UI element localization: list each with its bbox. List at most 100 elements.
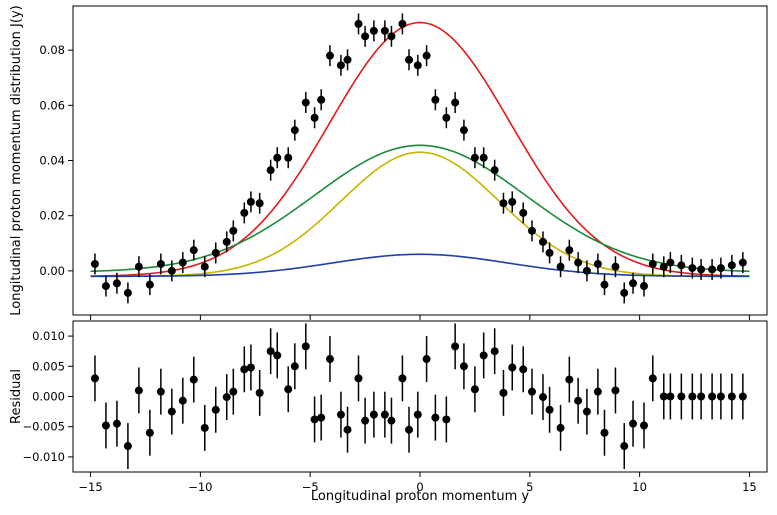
top-data-point [528, 226, 537, 235]
y-tick-label: 0.04 [39, 154, 65, 168]
residual-data-point [301, 342, 310, 351]
residual-data-point [659, 392, 668, 401]
x-tick-label: 15 [742, 480, 757, 494]
residual-data-point [189, 375, 198, 384]
top-data-point [442, 113, 451, 122]
top-data-point [310, 113, 319, 122]
residual-data-point [538, 393, 547, 402]
top-data-point [101, 282, 110, 291]
top-data-point [556, 262, 565, 271]
residual-data-point [459, 362, 468, 371]
residual-data-point [519, 365, 528, 374]
residual-data-point [90, 374, 99, 383]
residual-data-point [290, 362, 299, 371]
top-data-point [387, 32, 396, 41]
top-data-point [178, 258, 187, 267]
top-data-point [582, 266, 591, 275]
top-data-point [134, 262, 143, 271]
residual-data-point [545, 405, 554, 414]
residual-data-point [582, 407, 591, 416]
residual-data-point [222, 393, 231, 402]
top-data-point [640, 282, 649, 291]
residual-data-point [708, 392, 717, 401]
residual-data-point [431, 413, 440, 422]
residual-data-point [629, 419, 638, 428]
residual-data-point [600, 428, 609, 437]
top-data-point [508, 197, 517, 206]
residual-data-point [398, 374, 407, 383]
x-axis-label: Longitudinal proton momentum y [311, 489, 530, 504]
residual-data-point [451, 342, 460, 351]
residual-data-point [134, 386, 143, 395]
top-data-point [666, 258, 675, 267]
series-line-component-1 [90, 144, 750, 273]
top-data-point [301, 98, 310, 107]
residual-data-point [387, 416, 396, 425]
x-tick-label: 5 [526, 480, 533, 494]
series-line-component-3 [90, 253, 750, 278]
residual-data-point [697, 392, 706, 401]
residual-data-point [310, 415, 319, 424]
residual-data-point [413, 410, 422, 419]
top-data-point [405, 55, 414, 64]
top-data-point [574, 258, 583, 267]
residual-data-point [556, 423, 565, 432]
residual-data-point [716, 392, 725, 401]
residual-data-point [200, 423, 209, 432]
top-data-point [273, 153, 282, 162]
residual-data-point [593, 387, 602, 396]
residual-data-point [255, 388, 264, 397]
residual-data-point [479, 351, 488, 360]
y-tick-label: 0.00 [39, 264, 65, 278]
top-data-point [499, 199, 508, 208]
top-panel: 0.00 0.02 0.04 0.06 0.08 Longitudinal proton… [9, 5, 768, 320]
bottom-plot-frame [72, 320, 768, 473]
residual-data-point [336, 410, 345, 419]
top-data-point [222, 237, 231, 246]
x-tick-label: 0 [416, 480, 423, 494]
top-plot-frame [72, 5, 768, 316]
residual-data-point [240, 365, 249, 374]
y-tick-label: −0.010 [22, 450, 65, 464]
top-data-point [145, 280, 154, 289]
residual-data-point [343, 425, 352, 434]
top-data-point [490, 166, 499, 175]
top-data-point [200, 262, 209, 271]
top-data-point [266, 166, 275, 175]
top-data-point [479, 153, 488, 162]
residual-data-point [266, 347, 275, 356]
residual-data-point [112, 419, 121, 428]
top-y-axis-label: Longitudinal proton momentum distributio… [9, 5, 24, 315]
top-data-point [229, 226, 238, 235]
residual-data-point [317, 413, 326, 422]
top-data-point [677, 261, 686, 270]
top-data-point [611, 262, 620, 271]
top-data-point [697, 265, 706, 274]
top-data-point [593, 259, 602, 268]
residual-data-point [442, 415, 451, 424]
residual-data-point [499, 388, 508, 397]
y-tick-label: 0.005 [32, 359, 65, 373]
top-data-point [156, 259, 165, 268]
top-data-point [246, 197, 255, 206]
residual-data-point [211, 405, 220, 414]
top-data-point [380, 26, 389, 35]
top-data-point [600, 280, 609, 289]
x-tick-label: −10 [188, 480, 212, 494]
y-tick-label: 0.08 [39, 43, 65, 57]
residual-data-point [727, 392, 736, 401]
y-tick-label: 0.000 [32, 390, 65, 404]
residual-data-point [380, 410, 389, 419]
residual-data-point [145, 428, 154, 437]
residual-data-point [611, 386, 620, 395]
top-data-point [354, 19, 363, 28]
residual-data-point [640, 421, 649, 430]
series-line-fit [90, 21, 750, 277]
residual-data-point [101, 421, 110, 430]
residual-data-point [178, 396, 187, 405]
top-data-point [369, 26, 378, 35]
top-data-point [240, 208, 249, 217]
top-data-point [290, 126, 299, 135]
x-tick-label: −5 [302, 480, 319, 494]
top-data-point [336, 61, 345, 70]
